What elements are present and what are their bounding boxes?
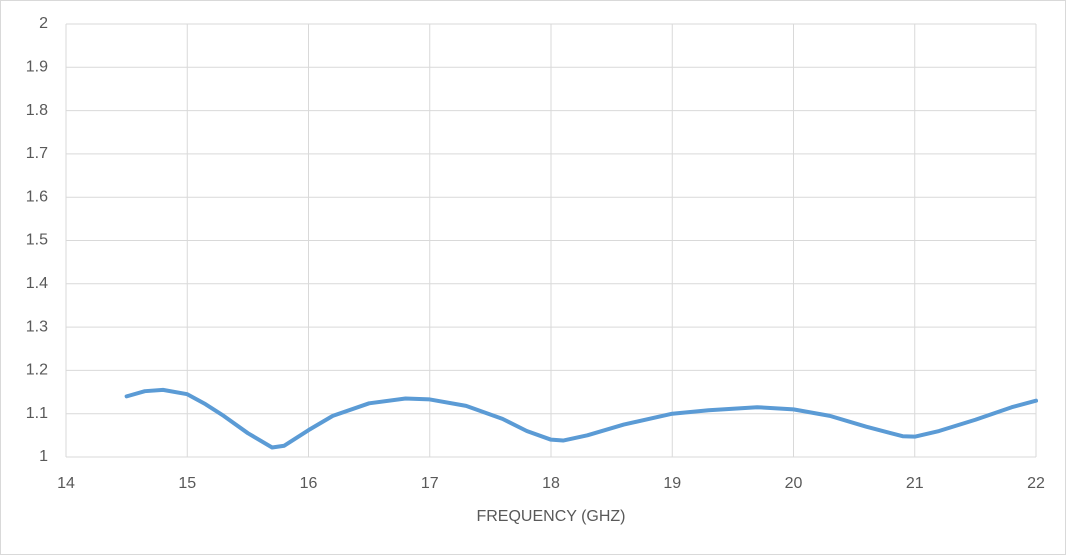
y-tick-label: 1.7 bbox=[26, 145, 48, 162]
x-tick-label: 22 bbox=[1027, 475, 1045, 492]
y-tick-label: 1 bbox=[39, 448, 48, 465]
x-axis-label: FREQUENCY (GHZ) bbox=[476, 508, 625, 525]
y-tick-label: 2 bbox=[39, 15, 48, 32]
y-tick-label: 1.1 bbox=[26, 405, 48, 422]
y-tick-label: 1.8 bbox=[26, 102, 48, 119]
x-tick-label: 20 bbox=[785, 475, 803, 492]
y-tick-label: 1.6 bbox=[26, 188, 48, 205]
y-tick-label: 1.2 bbox=[26, 362, 48, 379]
x-tick-label: 14 bbox=[57, 475, 75, 492]
x-tick-label: 17 bbox=[421, 475, 439, 492]
x-tick-label: 21 bbox=[906, 475, 924, 492]
x-tick-label: 19 bbox=[663, 475, 681, 492]
y-tick-label: 1.3 bbox=[26, 318, 48, 335]
data-line bbox=[124, 387, 1038, 450]
x-tick-label: 18 bbox=[542, 475, 560, 492]
y-tick-label: 1.9 bbox=[26, 59, 48, 76]
x-tick-label: 16 bbox=[300, 475, 318, 492]
y-tick-label: 1.4 bbox=[26, 275, 48, 292]
y-tick-label: 1.5 bbox=[26, 232, 48, 249]
x-tick-label: 15 bbox=[178, 475, 196, 492]
